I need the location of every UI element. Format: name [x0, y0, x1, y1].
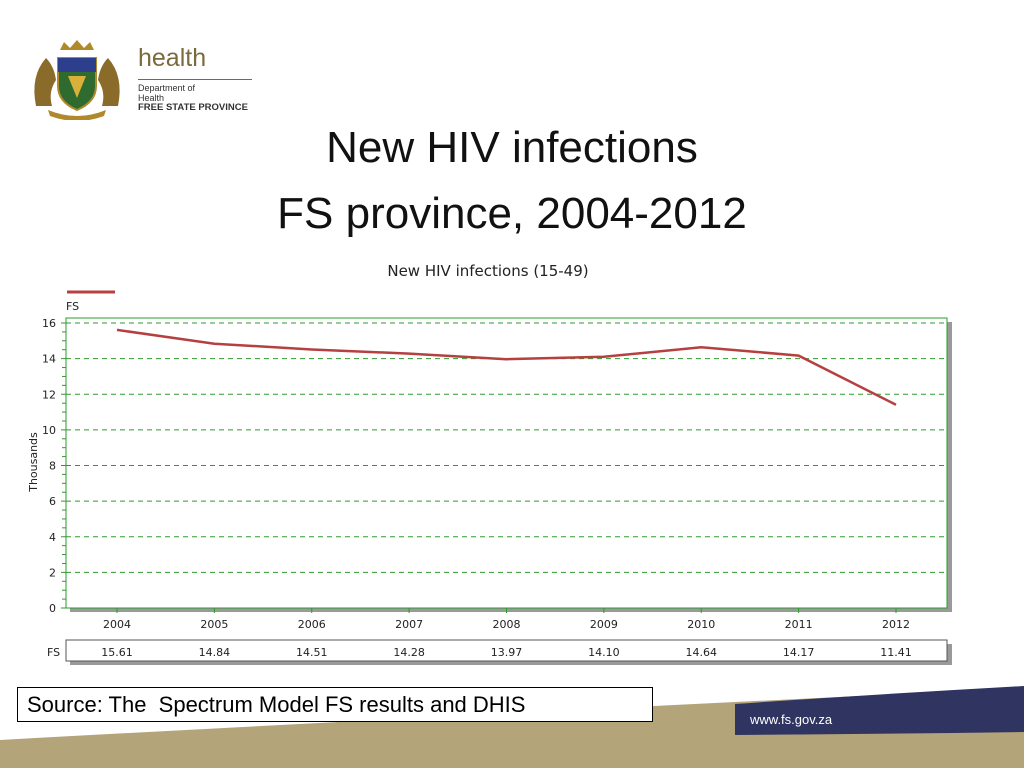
x-tick-label: 2010 [687, 618, 715, 631]
y-tick-label: 16 [42, 317, 56, 330]
data-table-cell: 14.84 [199, 646, 231, 659]
x-tick-label: 2011 [785, 618, 813, 631]
x-tick-label: 2005 [200, 618, 228, 631]
data-table-cell: 14.17 [783, 646, 815, 659]
x-tick-label: 2007 [395, 618, 423, 631]
department-name: Department of Health FREE STATE PROVINCE [138, 83, 248, 113]
y-axis-ticks: 0 2 4 6 8 10 12 14 16 [42, 317, 67, 615]
department-line-2: Health [138, 93, 165, 103]
y-tick-label: 6 [49, 495, 56, 508]
y-tick-label: 2 [49, 566, 56, 579]
footer-band [0, 686, 1024, 768]
data-table-cell: 14.28 [393, 646, 425, 659]
hiv-infections-chart: New HIV infections (15-49) FS 0 2 4 6 8 10 12 1… [27, 262, 952, 665]
y-tick-label: 0 [49, 602, 56, 615]
plot-area [65, 317, 948, 609]
legend-label: FS [66, 300, 79, 313]
brand-name: health [138, 44, 207, 72]
data-table-series-label: FS [47, 646, 60, 659]
y-tick-label: 4 [49, 531, 56, 544]
data-table-cell: 15.61 [101, 646, 133, 659]
x-axis-ticks: 2004 2005 2006 2007 2008 2009 2010 2011 2012 [66, 607, 947, 631]
slide-title-line-1: New HIV infections [326, 123, 698, 172]
logo-divider [138, 79, 252, 80]
slide-title-line-2: FS province, 2004-2012 [277, 189, 747, 238]
chart-title: New HIV infections (15-49) [387, 262, 588, 280]
data-table [65, 639, 948, 662]
series-line-fs [116, 328, 897, 406]
data-table-cell: 14.64 [686, 646, 718, 659]
department-logo: health Department of Health FREE STATE P… [28, 36, 268, 122]
x-tick-label: 2004 [103, 618, 131, 631]
data-table-values: 15.61 14.84 14.51 14.28 13.97 14.10 14.64 14.17… [101, 646, 912, 659]
y-tick-label: 14 [42, 353, 56, 366]
data-table-cell: 14.51 [296, 646, 328, 659]
x-tick-label: 2006 [298, 618, 326, 631]
y-tick-label: 8 [49, 460, 56, 473]
x-tick-label: 2012 [882, 618, 910, 631]
source-note: Source: The Spectrum Model FS results an… [17, 687, 653, 722]
data-table-cell: 14.10 [588, 646, 620, 659]
grid-lines [66, 322, 947, 573]
x-tick-label: 2009 [590, 618, 618, 631]
coat-of-arms-icon [34, 40, 120, 120]
y-tick-label: 10 [42, 424, 56, 437]
department-line-1: Department of [138, 83, 196, 93]
data-table-cell: 13.97 [491, 646, 523, 659]
website-link[interactable]: www.fs.gov.za [750, 712, 833, 727]
y-tick-label: 12 [42, 388, 56, 401]
x-tick-label: 2008 [493, 618, 521, 631]
province-name: FREE STATE PROVINCE [138, 102, 248, 113]
y-axis-label: Thousands [27, 432, 40, 493]
data-table-cell: 11.41 [880, 646, 912, 659]
